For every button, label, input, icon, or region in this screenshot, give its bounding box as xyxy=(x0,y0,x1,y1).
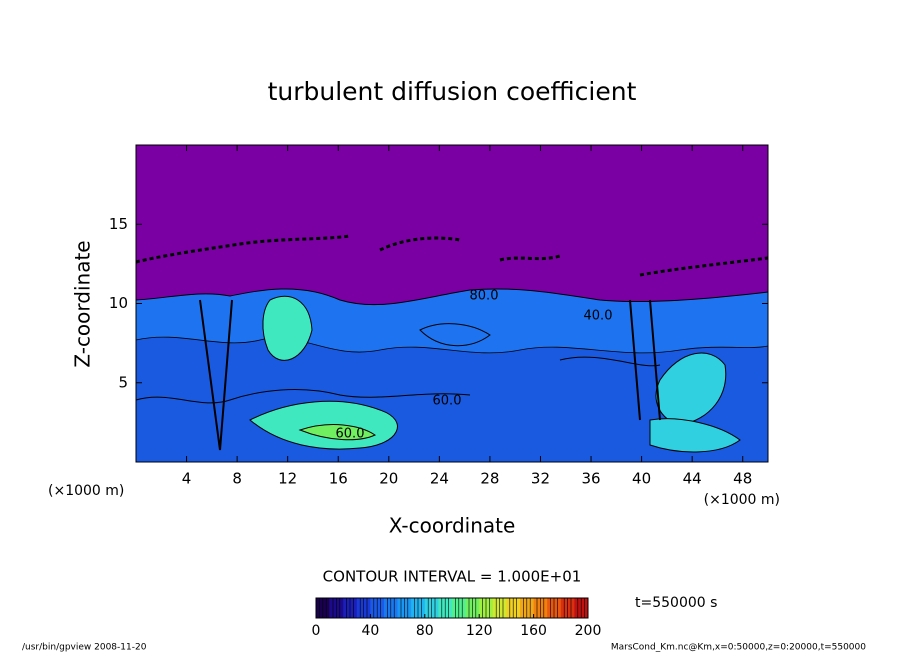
x-tick-label: 28 xyxy=(480,470,499,488)
x-tick-label: 48 xyxy=(733,470,752,488)
field xyxy=(135,144,769,463)
colorbar-frame xyxy=(315,597,589,619)
x-tick-label: 44 xyxy=(683,470,702,488)
y-tick-label: 5 xyxy=(118,373,128,391)
contour-line xyxy=(199,299,661,451)
colorbar-tick-label: 40 xyxy=(361,623,379,639)
field-patch xyxy=(262,295,313,361)
x-tick-label: 40 xyxy=(632,470,651,488)
contour-label: 60.0 xyxy=(433,394,462,409)
x-tick-label: 4 xyxy=(182,470,192,488)
footer-right: MarsCond_Km.nc@Km,x=0:50000,z=0:20000,t=… xyxy=(611,643,866,653)
field-patch xyxy=(298,424,377,441)
colorbar-tick-label: 0 xyxy=(312,623,321,639)
contour-line xyxy=(135,234,769,277)
x-unit: (×1000 m) xyxy=(704,492,780,508)
time-label: t=550000 s xyxy=(635,595,717,611)
x-tick-label: 8 xyxy=(232,470,242,488)
x-tick-label: 24 xyxy=(430,470,449,488)
y-axis-label: Z-coordinate xyxy=(71,240,95,367)
contour-label: 80.0 xyxy=(470,289,499,304)
x-tick-label: 20 xyxy=(379,470,398,488)
contour-interval: CONTOUR INTERVAL = 1.000E+01 xyxy=(323,568,582,586)
colorbar-tick-label: 200 xyxy=(575,623,602,639)
colorbar-tick-label: 80 xyxy=(416,623,434,639)
x-tick-label: 32 xyxy=(531,470,550,488)
contour-line xyxy=(135,323,661,404)
y-tick-label: 10 xyxy=(109,294,128,312)
y-tick-label: 15 xyxy=(109,215,128,233)
contour-label: 40.0 xyxy=(584,309,613,324)
x-axis-label: X-coordinate xyxy=(389,514,516,538)
field-patch xyxy=(649,418,741,453)
y-unit: (×1000 m) xyxy=(48,483,124,499)
x-tick-label: 12 xyxy=(278,470,297,488)
footer-left: /usr/bin/gpview 2008-11-20 xyxy=(22,643,147,653)
contour-label: 60.0 xyxy=(336,427,365,442)
x-tick-label: 16 xyxy=(329,470,348,488)
colorbar-tick-label: 160 xyxy=(520,623,547,639)
colorbar-tick-label: 120 xyxy=(466,623,493,639)
x-tick-label: 36 xyxy=(581,470,600,488)
chart-title: turbulent diffusion coefficient xyxy=(268,77,637,106)
